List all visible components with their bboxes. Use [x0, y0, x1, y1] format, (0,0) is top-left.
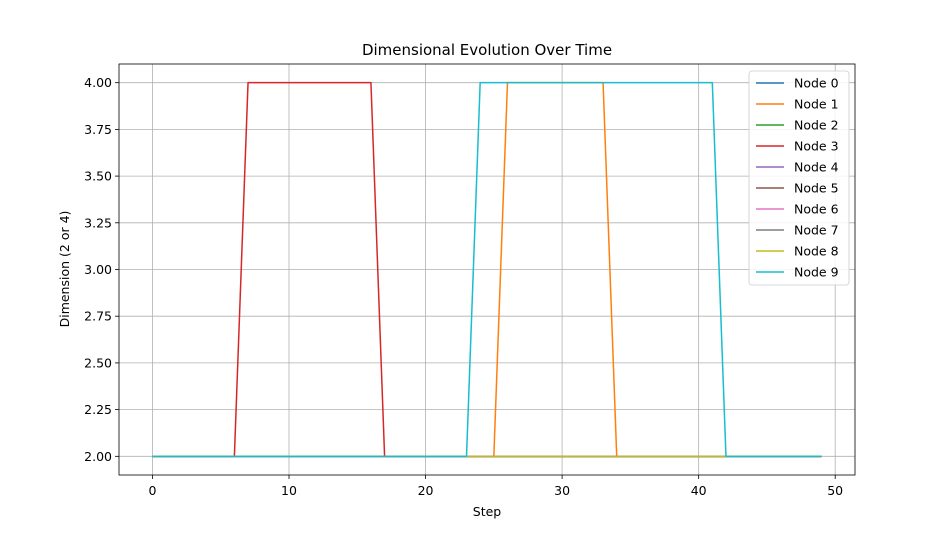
- legend-label-node-0: Node 0: [794, 76, 839, 91]
- legend-label-node-6: Node 6: [794, 202, 839, 217]
- y-tick-label: 2.50: [84, 355, 112, 370]
- x-tick-label: 20: [418, 483, 434, 498]
- y-tick-label: 4.00: [84, 75, 112, 90]
- y-tick-label: 2.75: [84, 309, 112, 324]
- chart-title: Dimensional Evolution Over Time: [362, 41, 612, 59]
- y-tick-label: 2.00: [84, 449, 112, 464]
- series-line-node-9: [152, 81, 822, 458]
- legend-label-node-8: Node 8: [794, 244, 839, 259]
- y-axis-label: Dimension (2 or 4): [57, 211, 72, 328]
- x-tick-label: 40: [691, 483, 707, 498]
- legend-label-node-7: Node 7: [794, 223, 839, 238]
- x-tick-label: 50: [827, 483, 843, 498]
- y-tick-label: 3.25: [84, 215, 112, 230]
- tick-labels: 0 10 20 30 40 50 2.00 2.25 2.50 2.75 3.00 3.25 3.50 3…: [84, 75, 843, 498]
- legend: Node 0 Node 1 Node 2 Node 3 Node 4 Node 5 Node…: [748, 70, 850, 286]
- y-tick-label: 3.75: [84, 122, 112, 137]
- grid-lines: [119, 64, 855, 475]
- axes: [115, 63, 856, 479]
- legend-label-node-2: Node 2: [794, 118, 839, 133]
- x-tick-label: 10: [281, 483, 297, 498]
- y-tick-label: 2.25: [84, 402, 112, 417]
- legend-label-node-5: Node 5: [794, 181, 839, 196]
- y-tick-label: 3.00: [84, 262, 112, 277]
- legend-label-node-4: Node 4: [794, 160, 839, 175]
- x-axis-label: Step: [473, 504, 502, 519]
- legend-label-node-3: Node 3: [794, 139, 839, 154]
- series-layer: [152, 81, 822, 458]
- x-tick-label: 0: [148, 483, 156, 498]
- y-tick-label: 3.50: [84, 169, 112, 184]
- legend-label-node-1: Node 1: [794, 97, 839, 112]
- x-tick-label: 30: [554, 483, 570, 498]
- legend-label-node-9: Node 9: [794, 265, 839, 280]
